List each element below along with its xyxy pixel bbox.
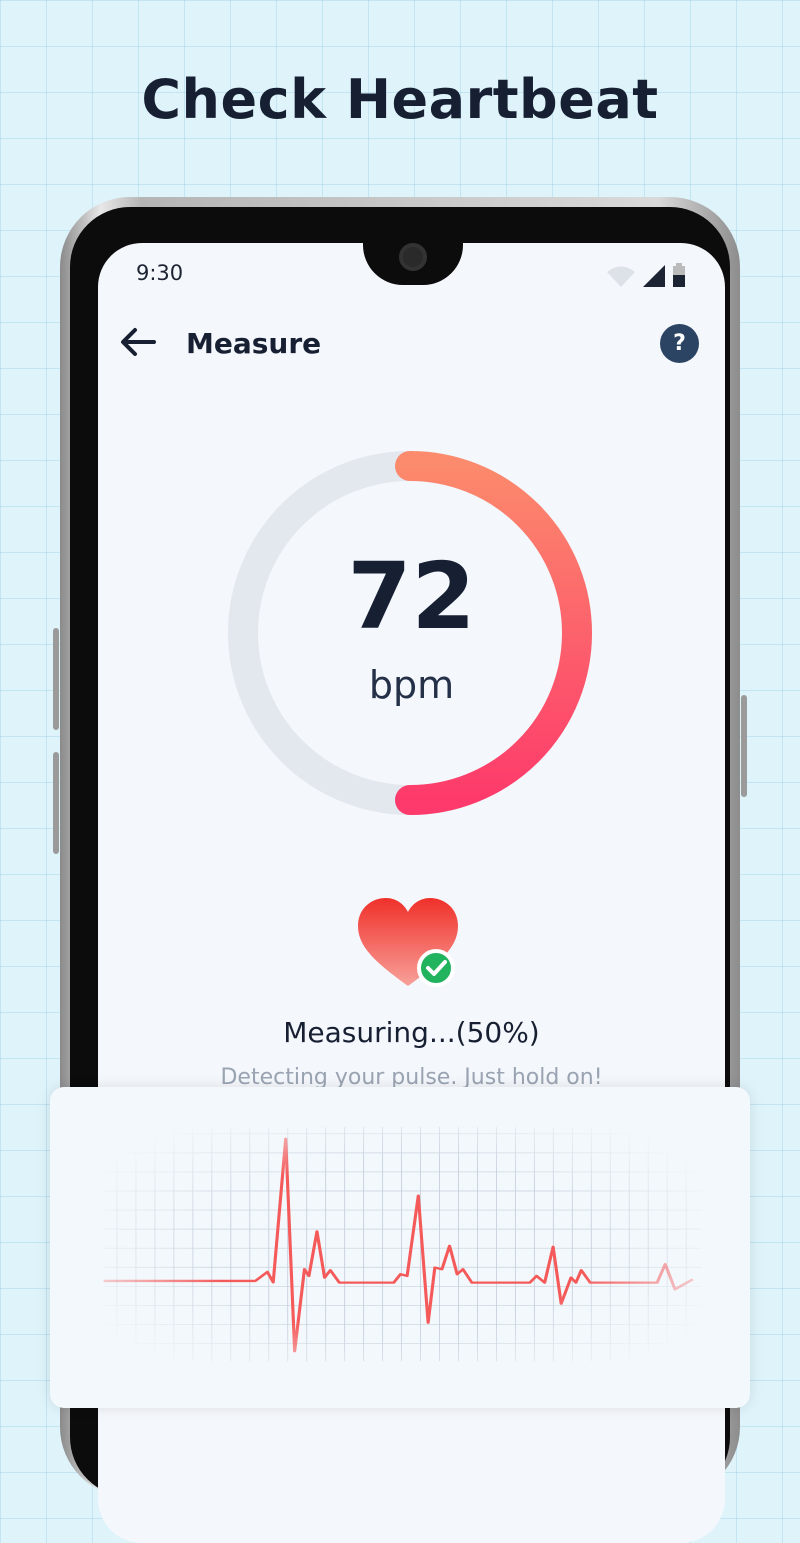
status-icons [607, 263, 685, 287]
camera-notch [363, 243, 463, 285]
headline: Check Heartbeat [141, 68, 659, 131]
page-title: Measure [186, 327, 322, 360]
battery-icon [673, 263, 685, 287]
ecg-graph [103, 1127, 702, 1362]
status-time: 9:30 [136, 261, 184, 285]
bpm-value: 72 [347, 543, 476, 650]
phone-volume-button [53, 752, 59, 854]
arrow-left-icon[interactable] [118, 325, 158, 359]
bpm-gauge [228, 451, 592, 815]
ecg-grid [103, 1127, 702, 1362]
measuring-hint: Detecting your pulse. Just hold on! [220, 1065, 603, 1090]
phone-frame: 9:30 Measure ? 72 bpm Measuring...(50%) … [60, 197, 740, 1543]
signal-icon [643, 265, 665, 287]
ecg-card [50, 1087, 750, 1408]
bpm-unit: bpm [368, 663, 455, 707]
gauge-progress [395, 451, 592, 815]
heart-check-icon [358, 898, 458, 987]
ecg-line [103, 1137, 694, 1353]
phone-power-button [741, 695, 747, 797]
help-button[interactable]: ? [660, 324, 699, 363]
camera-icon [399, 243, 427, 271]
wifi-icon [607, 266, 635, 287]
phone-volume-button [53, 628, 59, 730]
measuring-status: Measuring...(50%) [283, 1016, 540, 1049]
check-badge [417, 949, 455, 987]
